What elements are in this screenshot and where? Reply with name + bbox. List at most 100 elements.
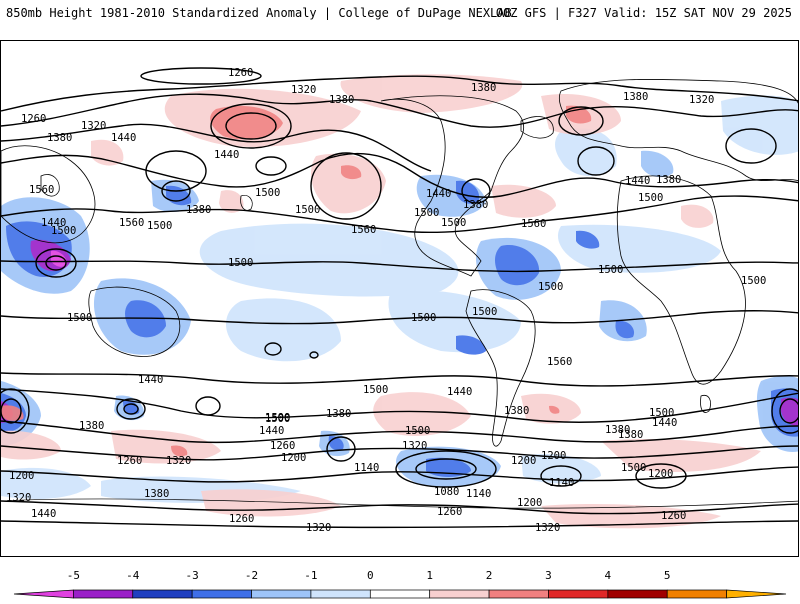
colorbar-swatches — [13, 589, 787, 599]
colorbar-swatch — [191, 589, 252, 599]
contour-label: 1380 — [79, 420, 104, 432]
contour-label: 1500 — [363, 384, 388, 396]
contour-label: 1500 — [649, 407, 674, 419]
contour-label: 1380 — [144, 488, 169, 500]
contour-label: 1380 — [656, 174, 681, 186]
map-title: 850mb Height 1981-2010 Standardized Anom… — [6, 6, 512, 20]
contour-label: 1440 — [111, 132, 136, 144]
contour-label: 1500 — [265, 412, 290, 424]
contour-label: 1200 — [9, 470, 34, 482]
contour-label: 1500 — [228, 257, 253, 269]
colorbar-tick-label: -1 — [304, 569, 318, 582]
colorbar-swatch — [132, 589, 193, 599]
contour-label: 1260 — [661, 510, 686, 522]
contour-label: 1500 — [255, 187, 280, 199]
contour-label: 1260 — [229, 513, 254, 525]
colorbar-swatch — [726, 589, 787, 599]
contour-label: 1200 — [281, 452, 306, 464]
contour-label: 1200 — [541, 450, 566, 462]
contour-label: 1440 — [138, 374, 163, 386]
contour-label: 1380 — [463, 199, 488, 211]
contour-label: 1440 — [31, 508, 56, 520]
contour-label: 1080 — [434, 486, 459, 498]
colorbar-swatch — [310, 589, 371, 599]
colorbar: -5 -4 -3 -2 -1 0 1 2 3 4 5 — [0, 568, 800, 600]
contour-label: 1260 — [21, 113, 46, 125]
contour-label: 1140 — [549, 477, 574, 489]
colorbar-tick-label: 0 — [366, 569, 374, 582]
contour-label: 1320 — [535, 522, 560, 534]
contour-label: 1200 — [517, 497, 542, 509]
contour-label: 1500 — [51, 225, 76, 237]
contour-label: 1320 — [306, 522, 331, 534]
header: 850mb Height 1981-2010 Standardized Anom… — [0, 0, 800, 40]
colorbar-swatch — [607, 589, 668, 599]
contour-label: 1560 — [547, 356, 572, 368]
contour-label: 1560 — [351, 224, 376, 236]
contour-label: 1380 — [47, 132, 72, 144]
colorbar-tick-label: 2 — [485, 569, 493, 582]
contour-label: 1500 — [405, 425, 430, 437]
contour-label: 1500 — [295, 204, 320, 216]
contour-label: 1440 — [214, 149, 239, 161]
contour-label: 1140 — [354, 462, 379, 474]
contour-label: 1380 — [504, 405, 529, 417]
contour-label: 1500 — [638, 192, 663, 204]
colorbar-tick-label: 1 — [426, 569, 433, 582]
colorbar-swatch — [251, 589, 312, 599]
contour-label: 1320 — [291, 84, 316, 96]
contour-label: 1440 — [652, 417, 677, 429]
contour-label: 1440 — [41, 217, 66, 229]
contour-label: 1500 — [411, 312, 436, 324]
colorbar-swatch — [548, 589, 609, 599]
contour-label: 1500 — [441, 217, 466, 229]
contour-label: 1500 — [67, 312, 92, 324]
contour-label: 1380 — [471, 82, 496, 94]
colorbar-swatch — [429, 589, 490, 599]
colorbar-tick-label: -3 — [185, 569, 199, 582]
contour-label: 1140 — [466, 488, 491, 500]
contour-label: 1380 — [326, 408, 351, 420]
colorbar-tick-label: -2 — [244, 569, 259, 582]
map-panel: 1260 1320 1380 1380 1260 1320 1380 1440 … — [0, 40, 799, 557]
contour-label: 1500 — [621, 462, 646, 474]
contour-label: 1260 — [270, 440, 295, 452]
contour-label: 1260 — [228, 67, 253, 79]
contour-label: 1500 — [472, 306, 497, 318]
contour-label: 1500 — [265, 413, 290, 425]
colorbar-tick-label: 4 — [604, 569, 612, 582]
height-contours — [1, 67, 798, 529]
colorbar-tick-label: 3 — [545, 569, 552, 582]
contour-label: 1320 — [81, 120, 106, 132]
contour-label: 1200 — [648, 468, 673, 480]
contour-label: 1320 — [689, 94, 714, 106]
contour-label: 1380 — [623, 91, 648, 103]
colorbar-tick-label: 5 — [663, 569, 671, 582]
contour-label: 1380 — [605, 424, 630, 436]
colorbar-swatch — [73, 589, 134, 599]
contour-label: 1320 — [166, 455, 191, 467]
contour-label: 1560 — [119, 217, 144, 229]
contour-label: 1500 — [265, 412, 290, 424]
contour-labels: 1260 1320 1380 1380 1260 1320 1380 1440 … — [6, 67, 766, 534]
contour-label: 1500 — [147, 220, 172, 232]
contour-label: 1380 — [186, 204, 211, 216]
contour-label: 1260 — [117, 455, 142, 467]
contour-label: 1560 — [29, 184, 54, 196]
contour-label: 1320 — [402, 440, 427, 452]
contour-label: 1320 — [6, 492, 31, 504]
colorbar-tick-label: -5 — [66, 569, 80, 582]
contour-label: 1260 — [437, 506, 462, 518]
contour-label: 1440 — [447, 386, 472, 398]
contour-label: 1440 — [426, 188, 451, 200]
contour-label: 1500 — [538, 281, 563, 293]
colorbar-swatch — [369, 589, 431, 599]
contour-label: 1500 — [741, 275, 766, 287]
contour-label: 1440 — [625, 175, 650, 187]
contour-label: 1380 — [329, 94, 354, 106]
positive-anomaly-shading — [1, 74, 761, 529]
contour-label: 1500 — [414, 207, 439, 219]
contour-label: 1560 — [521, 218, 546, 230]
colorbar-swatch — [488, 589, 549, 599]
contour-label: 1200 — [511, 455, 536, 467]
